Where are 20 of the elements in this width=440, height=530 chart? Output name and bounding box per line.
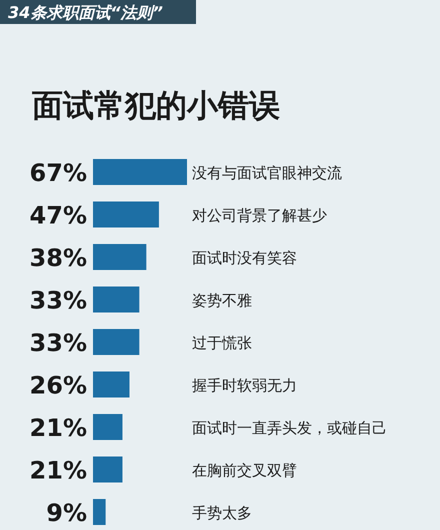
y-tick-label: 面试时一直弄头发，或碰自己: [192, 419, 387, 437]
chart-title: 面试常犯的小错误: [32, 88, 280, 124]
y-tick-label: 在胸前交叉双臂: [192, 462, 297, 480]
y-tick-label: 过于慌张: [192, 334, 252, 352]
y-tick-label: 没有与面试官眼神交流: [192, 164, 342, 182]
data-label: 33%: [30, 329, 87, 357]
data-label: 38%: [30, 244, 87, 272]
y-tick-label: 对公司背景了解甚少: [192, 206, 327, 224]
data-label: 21%: [30, 414, 87, 442]
data-label: 47%: [30, 202, 87, 230]
chart-subtitle: 34条求职面试“法则”: [8, 3, 163, 22]
data-label: 33%: [30, 286, 87, 314]
y-tick-label: 握手时软弱无力: [192, 376, 297, 394]
y-tick-label: 手势太多: [192, 504, 252, 522]
data-label: 21%: [30, 456, 87, 484]
data-label: 9%: [46, 499, 87, 527]
y-tick-label: 面试时没有笑容: [192, 249, 297, 267]
y-tick-label: 姿势不雅: [192, 292, 252, 310]
data-label: 67%: [30, 159, 87, 187]
data-label: 26%: [30, 372, 87, 400]
